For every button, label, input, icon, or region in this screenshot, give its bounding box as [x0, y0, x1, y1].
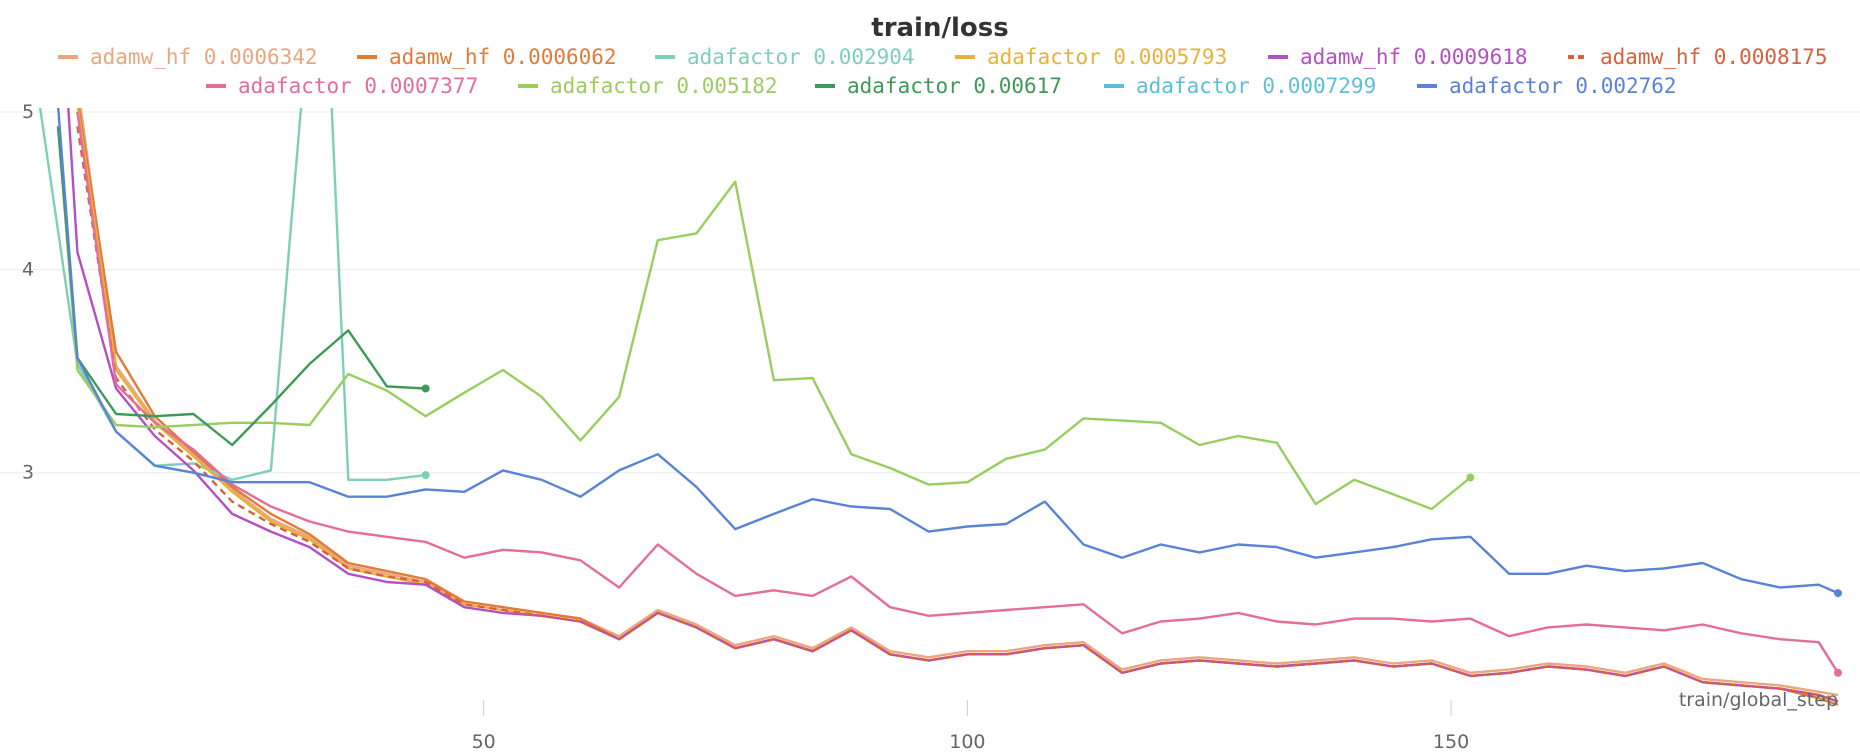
legend-label: adamw_hf 0.0006342 [90, 45, 318, 69]
legend-label: adafactor 0.002904 [687, 45, 915, 69]
series-line [76, 126, 1839, 703]
legend-label: adamw_hf 0.0009618 [1300, 45, 1528, 69]
legend-label: adafactor 0.0007299 [1136, 74, 1376, 98]
legend[interactable]: adamw_hf 0.0006342 adamw_hf 0.0006062 adaf… [58, 45, 1828, 98]
grid [0, 111, 1860, 474]
series-line [76, 111, 1840, 674]
series-end-marker [421, 384, 430, 393]
series-line [67, 108, 1839, 703]
series-line [56, 126, 1472, 511]
series-end-marker [1834, 589, 1842, 598]
x-tick-label: 100 [949, 731, 985, 753]
legend-item[interactable]: adamw_hf 0.0009618 [1268, 45, 1528, 69]
legend-item[interactable]: adafactor 0.005182 [518, 74, 778, 98]
series-lines [38, 108, 1840, 706]
legend-item[interactable]: adamw_hf 0.0006342 [58, 45, 318, 69]
y-axis: 3 4 5 [22, 101, 34, 484]
series-end-marker [1834, 668, 1842, 677]
x-tick-label: 150 [1433, 731, 1469, 753]
legend-item[interactable]: adafactor 0.0005793 [955, 45, 1227, 69]
legend-item[interactable]: adafactor 0.002762 [1417, 74, 1677, 98]
legend-label: adafactor 0.00617 [847, 74, 1062, 98]
series-line [57, 108, 1839, 595]
y-tick-label: 4 [22, 259, 34, 281]
series-end-marker [1466, 473, 1475, 482]
legend-label: adafactor 0.0007377 [238, 74, 478, 98]
chart-title: train/loss [871, 13, 1008, 43]
x-tick-label: 50 [472, 731, 496, 753]
legend-label: adafactor 0.002762 [1449, 74, 1677, 98]
legend-label: adamw_hf 0.0006062 [389, 45, 617, 69]
y-tick-label: 5 [22, 101, 34, 123]
legend-label: adafactor 0.005182 [550, 74, 778, 98]
series-line [79, 108, 1839, 697]
series-end-markers [421, 384, 1842, 677]
y-tick-label: 3 [22, 462, 34, 484]
legend-label: adafactor 0.0005793 [987, 45, 1227, 69]
series-end-marker [421, 471, 430, 480]
legend-item[interactable]: adafactor 0.0007299 [1104, 74, 1376, 98]
legend-label: adamw_hf 0.0008175 [1600, 45, 1828, 69]
x-axis-label: train/global_step [1679, 689, 1838, 711]
series-line [56, 126, 426, 447]
legend-item[interactable]: adafactor 0.0007377 [206, 74, 478, 98]
legend-item[interactable]: adafactor 0.00617 [815, 74, 1062, 98]
series-line [76, 108, 1839, 703]
legend-item[interactable]: adamw_hf 0.0006062 [357, 45, 617, 69]
x-axis: 50 100 150 [472, 700, 1469, 753]
legend-item[interactable]: adafactor 0.002904 [655, 45, 915, 69]
legend-item[interactable]: adamw_hf 0.0008175 [1568, 45, 1828, 69]
